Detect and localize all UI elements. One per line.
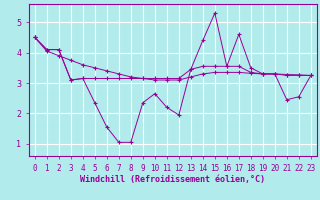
X-axis label: Windchill (Refroidissement éolien,°C): Windchill (Refroidissement éolien,°C) [80,175,265,184]
